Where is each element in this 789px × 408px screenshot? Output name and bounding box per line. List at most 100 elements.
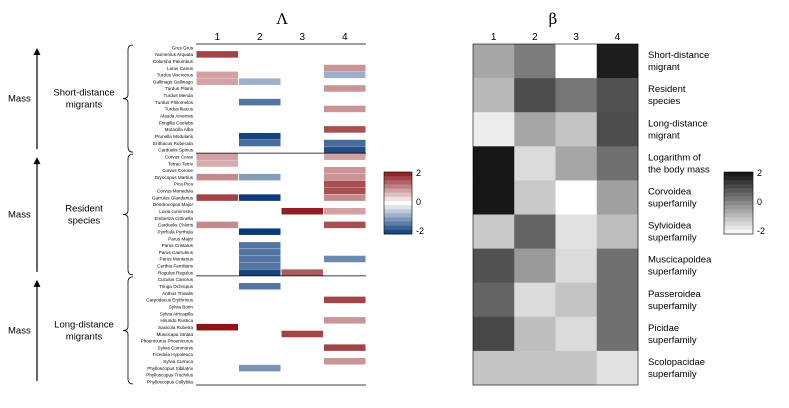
mass-arrow-head [33, 279, 41, 287]
lambda-cell [196, 71, 238, 79]
beta-cell [555, 112, 598, 147]
beta-cell [596, 44, 639, 79]
species-label: Turdus Viscivorus [157, 73, 194, 78]
beta-cell [473, 282, 515, 318]
species-label: Tetrao Tetrix [168, 161, 194, 166]
lambda-cell [281, 269, 323, 276]
colorbar-swatch [384, 184, 412, 189]
beta-cell [596, 180, 639, 215]
species-label: Dendrocopos Major [153, 202, 194, 207]
colorbar-swatch [384, 172, 412, 177]
colorbar-swatch [384, 176, 412, 181]
species-label: Alauda Arvensis [160, 114, 194, 119]
lambda-cell [324, 146, 366, 154]
lambda-cell [239, 248, 281, 256]
species-label: Sylvia Atricapilla [160, 311, 194, 316]
lambda-cell [196, 221, 238, 229]
colorbar-swatch [724, 217, 753, 222]
colorbar-swatch [724, 172, 753, 177]
beta-row-label: Sylvioidea superfamily [648, 221, 697, 244]
lambda-cell [324, 167, 366, 174]
beta-col-tick: 3 [573, 32, 579, 43]
species-label: Sylvia Curruca [163, 359, 193, 364]
colorbar-swatch [724, 221, 753, 227]
lambda-cell [239, 132, 281, 140]
mass-label: Mass [8, 94, 31, 105]
beta-cell [514, 248, 556, 283]
beta-row-label: Logarithm of the body mass [648, 152, 710, 175]
lambda-cell [324, 344, 366, 351]
beta-cell [473, 78, 515, 113]
species-label: Saxicola Rubetra [158, 325, 193, 330]
species-label: Parus Cristatus [162, 243, 194, 248]
group-brace [122, 44, 134, 153]
colorbar-swatch [384, 229, 412, 235]
species-label: Parus Major [168, 236, 193, 241]
beta-cell [596, 316, 639, 352]
colorbar-swatch [724, 188, 753, 194]
species-label: Sylvia Communis [158, 345, 194, 350]
beta-cell [555, 44, 598, 79]
species-label: Phylloscopus Collybita [147, 379, 193, 384]
colorbar-swatch [724, 200, 753, 206]
lambda-cell [324, 85, 366, 92]
lambda-cell [324, 221, 366, 229]
beta-cell [514, 350, 556, 386]
beta-row-label: Resident species [648, 84, 686, 107]
lambda-cell [324, 153, 366, 160]
colorbar-swatch [384, 180, 412, 185]
species-label: Pica Pica [174, 182, 194, 187]
beta-cell [473, 248, 515, 283]
lambda-group-annotations: Short-distance migrants Mass Resident specie… [8, 44, 134, 385]
beta-cell [514, 316, 556, 352]
beta-row-label: Picidae superfamily [648, 323, 697, 346]
species-label: Muscicapa Striata [156, 332, 193, 337]
species-label: Turdus Philomelos [155, 100, 194, 105]
mass-label: Mass [8, 210, 31, 221]
species-label: Pyrrhula Pyrrhula [158, 229, 194, 234]
mass-arrow-head [33, 48, 41, 55]
beta-cell [473, 44, 515, 79]
species-label: Corvus Corax [165, 154, 194, 159]
lambda-cell [324, 139, 366, 147]
lambda-cell [239, 269, 281, 276]
beta-cell [514, 146, 556, 181]
lambda-col-tick: 2 [257, 32, 263, 43]
mass-label: Mass [8, 325, 31, 336]
species-label: Carpodacus Erythrinus [146, 298, 193, 303]
species-label: Garrulus Glandarius [152, 195, 194, 200]
colorbar-swatch [724, 192, 753, 198]
species-label: Turdus Merula [164, 93, 194, 98]
lambda-cell [281, 207, 323, 215]
colorbar-frame [723, 171, 754, 235]
lambda-cell [324, 173, 366, 181]
beta-cell [596, 350, 639, 386]
beta-cell [555, 316, 598, 352]
species-label: Tringa Ochropus [159, 284, 194, 289]
beta-cell [596, 214, 639, 249]
beta-row-label: Scolopacidae superfamily [648, 357, 705, 380]
group-brace [122, 276, 134, 385]
colorbar-swatch [724, 225, 753, 231]
colorbar-tick: 2 [757, 168, 762, 178]
group-label: Long-distance migrants [54, 319, 114, 342]
colorbar-swatch [724, 196, 753, 202]
colorbar-swatch [384, 196, 412, 202]
species-label: Grus Grus [172, 45, 194, 50]
colorbar-tick: 2 [416, 168, 421, 178]
lambda-cell [196, 78, 238, 85]
beta-row-label: Short-distance migrant [648, 50, 709, 73]
species-label: Emberiza Citrinella [154, 216, 193, 221]
beta-row-label: Passeroidea superfamily [648, 289, 702, 312]
colorbar-swatch [724, 180, 753, 185]
species-label: Fringilla Coelebs [159, 120, 194, 125]
colorbar-tick: 0 [416, 197, 421, 207]
lambda-cell [196, 153, 238, 160]
species-label: Parus Montanus [160, 257, 194, 262]
lambda-cell [196, 323, 238, 331]
lambda-cell [324, 194, 366, 201]
lambda-col-tick: 1 [214, 32, 220, 43]
lambda-cell [196, 51, 238, 58]
lambda-cell [239, 283, 281, 290]
species-label: Columba Palumbus [153, 59, 194, 64]
